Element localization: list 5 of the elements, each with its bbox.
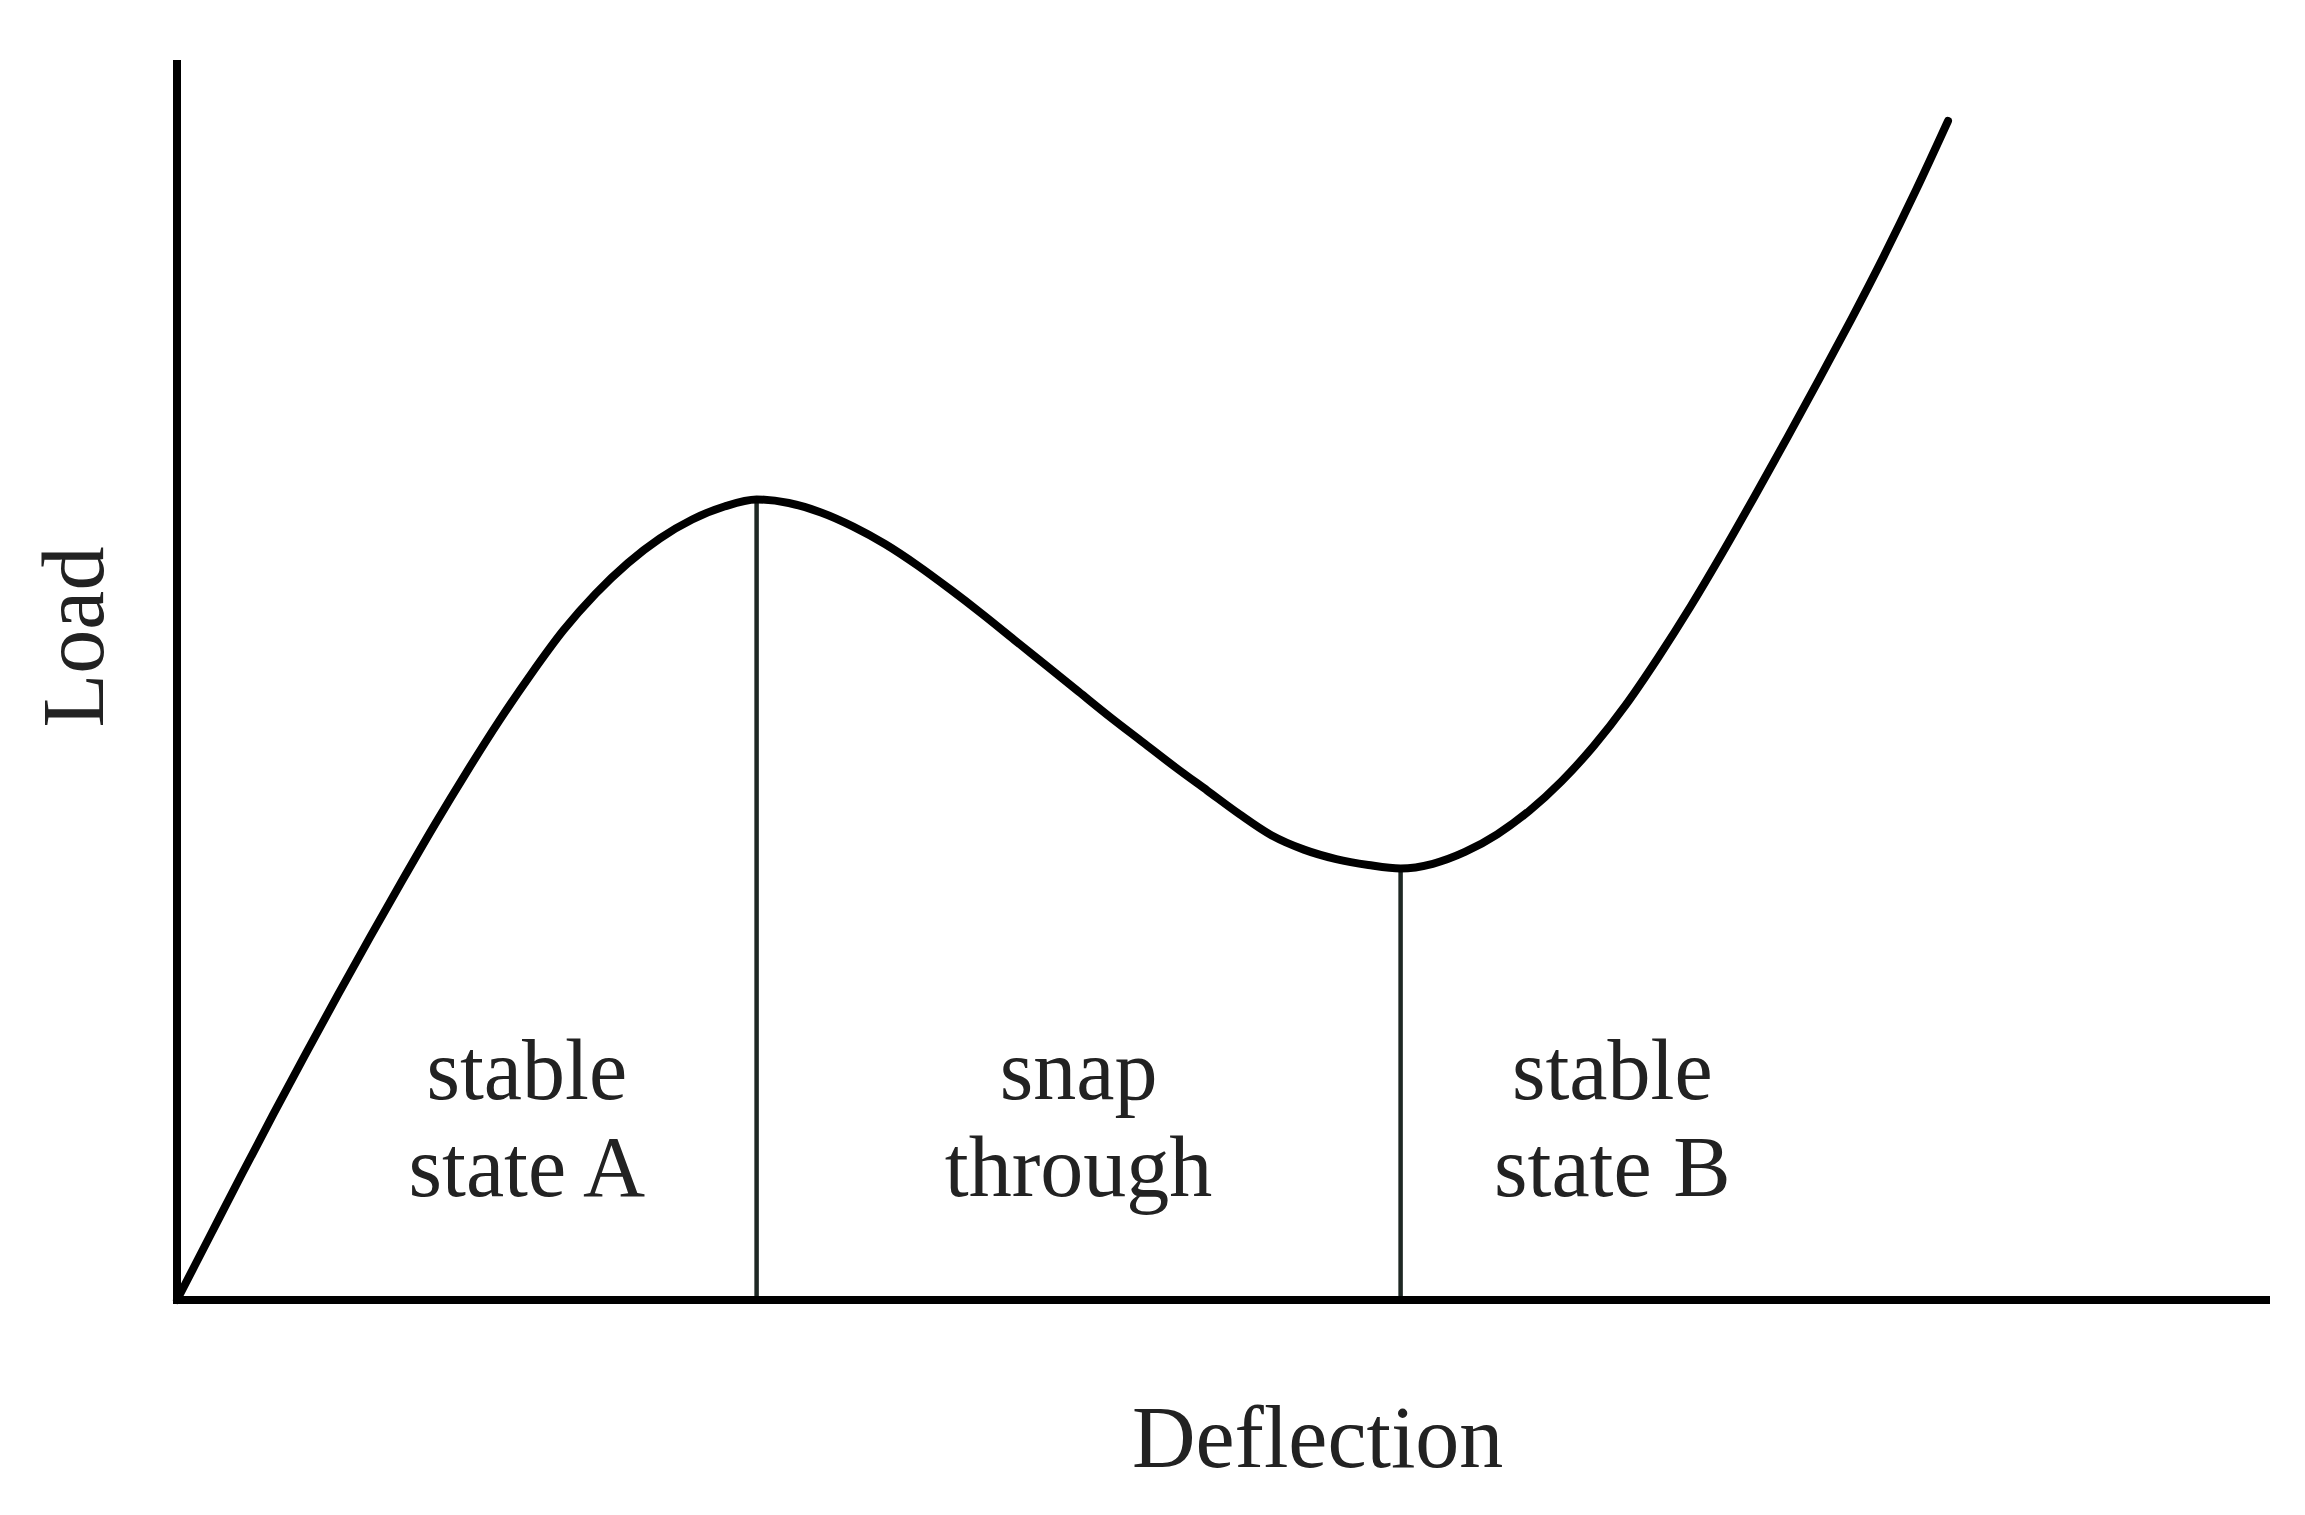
- annotation: stable state B: [1494, 1022, 1731, 1215]
- annotation: stable state A: [408, 1022, 646, 1215]
- annotation: snap through: [944, 1022, 1213, 1215]
- y-axis-title: Load: [25, 546, 122, 728]
- x-axis-title: Deflection: [1131, 1389, 1504, 1486]
